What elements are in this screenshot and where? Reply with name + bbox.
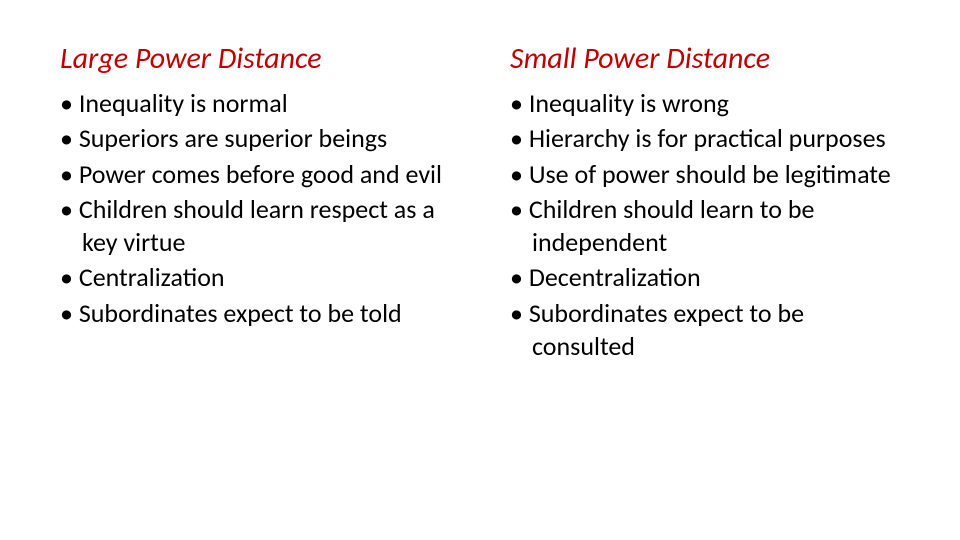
list-item: Children should learn respect as a key v…: [60, 193, 450, 260]
list-item: Hierarchy is for practical purposes: [510, 122, 900, 155]
right-bullet-list: Inequality is wrong Hierarchy is for pra…: [510, 87, 900, 363]
right-column: Small Power Distance Inequality is wrong…: [510, 40, 900, 500]
list-item: Power comes before good and evil: [60, 158, 450, 191]
list-item: Subordinates expect to be consulted: [510, 297, 900, 364]
left-column-title: Large Power Distance: [60, 40, 450, 77]
list-item: Children should learn to be independent: [510, 193, 900, 260]
left-column: Large Power Distance Inequality is norma…: [60, 40, 450, 500]
list-item: Centralization: [60, 261, 450, 294]
list-item: Decentralization: [510, 261, 900, 294]
list-item: Inequality is normal: [60, 87, 450, 120]
list-item: Subordinates expect to be told: [60, 297, 450, 330]
right-column-title: Small Power Distance: [510, 40, 900, 77]
list-item: Use of power should be legitimate: [510, 158, 900, 191]
left-bullet-list: Inequality is normal Superiors are super…: [60, 87, 450, 330]
list-item: Superiors are superior beings: [60, 122, 450, 155]
list-item: Inequality is wrong: [510, 87, 900, 120]
